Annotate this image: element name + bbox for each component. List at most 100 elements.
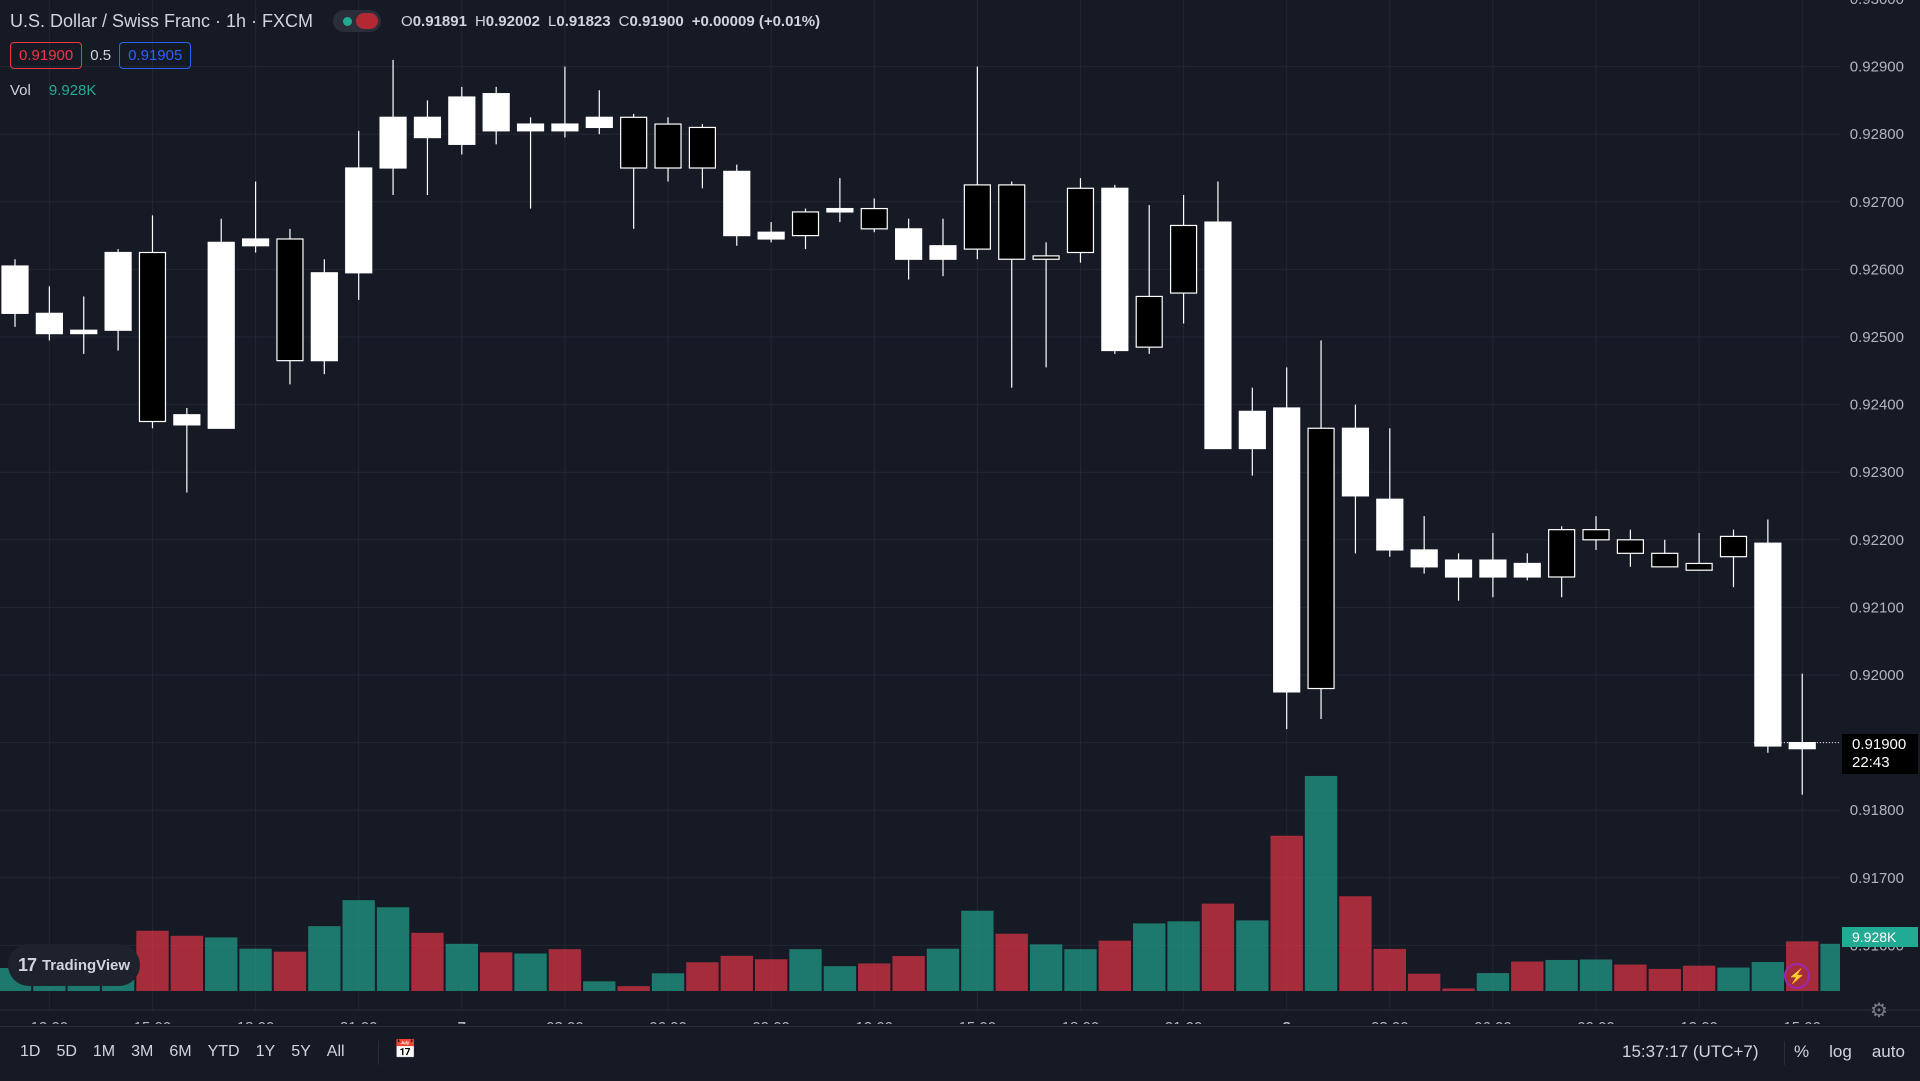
- symbol-title[interactable]: U.S. Dollar / Swiss Franc · 1h · FXCM: [10, 10, 314, 31]
- candle: [1719, 529, 1748, 588]
- volume-bar: [1270, 835, 1303, 991]
- volume-value: 9.928K: [48, 82, 97, 99]
- candle-body: [1135, 295, 1163, 348]
- volume-legend: Vol 9.928K: [10, 82, 96, 99]
- range-button-3m[interactable]: 3M: [131, 1043, 154, 1060]
- candle-body: [1788, 741, 1816, 750]
- candle-body: [551, 123, 579, 132]
- buy-button[interactable]: 0.91905: [119, 42, 192, 69]
- candle: [1135, 205, 1163, 354]
- tradingview-logo[interactable]: 17 TradingView: [8, 944, 140, 986]
- volume-bar: [651, 973, 685, 991]
- volume-bar: [1373, 948, 1406, 991]
- candle-body: [1582, 529, 1610, 541]
- volume-bar: [754, 959, 788, 991]
- clock-timezone[interactable]: 15:37:17 (UTC+7): [1622, 1042, 1759, 1061]
- candle: [551, 66, 579, 138]
- candle: [1479, 533, 1507, 598]
- last-price-label: 0.91900 22:43: [1842, 734, 1918, 774]
- candle-body: [688, 126, 717, 169]
- volume-bar: [1476, 973, 1510, 991]
- candle: [723, 164, 751, 246]
- volume-bar: [858, 963, 891, 991]
- range-button-5y[interactable]: 5Y: [291, 1043, 311, 1060]
- lightning-icon[interactable]: ⚡: [1784, 963, 1810, 989]
- candle-body: [1238, 410, 1266, 450]
- candle: [173, 407, 201, 493]
- candle: [1273, 367, 1301, 730]
- candle: [654, 117, 682, 182]
- time-tick-label: 09:00: [752, 1019, 790, 1024]
- volume-bar: [1167, 921, 1200, 991]
- time-tick-label: 15:00: [1783, 1019, 1821, 1024]
- candle-body: [310, 272, 338, 362]
- candle: [310, 259, 338, 375]
- price-tick-label: 0.93000: [1850, 0, 1904, 8]
- candle: [1066, 178, 1095, 263]
- volume-bar: [205, 937, 238, 991]
- candle: [895, 218, 923, 280]
- price-chart[interactable]: 0.916000.917000.918000.919000.920000.921…: [0, 0, 1920, 1024]
- bottom-toolbar: 1D 5D 1M 3M 6M YTD 1Y 5Y All 📅 15:37:17 …: [0, 1026, 1920, 1081]
- candle-body: [585, 116, 613, 129]
- candle: [35, 286, 63, 341]
- toolbar-divider: [1784, 1041, 1785, 1065]
- candle-body: [1032, 255, 1060, 260]
- candle: [1616, 529, 1644, 567]
- candle: [482, 86, 510, 145]
- candle: [1513, 553, 1541, 581]
- sell-button[interactable]: 0.91900: [10, 42, 83, 69]
- volume-price-badge: 9.928K: [1842, 927, 1918, 947]
- volume-bar: [1029, 944, 1063, 991]
- volume-bar: [1064, 949, 1097, 991]
- candle-body: [1307, 427, 1335, 690]
- volume-bar: [1407, 973, 1441, 991]
- candle-body: [1376, 498, 1404, 551]
- time-tick-label: 03:00: [546, 1019, 584, 1024]
- candle: [1582, 516, 1610, 550]
- candle-body: [1066, 187, 1095, 254]
- auto-scale-toggle[interactable]: auto: [1871, 1042, 1905, 1061]
- market-status-toggle[interactable]: [333, 10, 382, 32]
- candle: [826, 178, 854, 223]
- candle: [1169, 195, 1198, 324]
- range-button-6m[interactable]: 6M: [169, 1043, 192, 1060]
- log-scale-toggle[interactable]: log: [1829, 1042, 1852, 1061]
- candle-body: [1479, 559, 1507, 578]
- scale-options: % log auto: [1794, 1042, 1905, 1062]
- candle: [757, 222, 785, 243]
- range-button-ytd[interactable]: YTD: [207, 1043, 240, 1060]
- gear-icon[interactable]: ⚙: [1870, 1000, 1888, 1022]
- range-button-1m[interactable]: 1M: [92, 1043, 116, 1060]
- volume-bar: [789, 949, 822, 991]
- range-button-1d[interactable]: 1D: [20, 1043, 41, 1060]
- range-button-5d[interactable]: 5D: [56, 1043, 77, 1060]
- candle-body: [1341, 427, 1370, 497]
- toolbar-divider: [378, 1041, 379, 1065]
- price-tick-label: 0.92000: [1850, 667, 1904, 684]
- candle-body: [276, 238, 304, 362]
- candle: [963, 66, 991, 260]
- candle-body: [104, 251, 132, 331]
- range-button-1y[interactable]: 1Y: [255, 1043, 276, 1060]
- candle-body: [1204, 221, 1232, 450]
- candle-body: [207, 241, 235, 429]
- candle: [241, 181, 270, 253]
- percent-scale-toggle[interactable]: %: [1794, 1042, 1810, 1061]
- candle: [1032, 242, 1060, 368]
- range-button-all[interactable]: All: [326, 1043, 345, 1060]
- candle-body: [1616, 539, 1644, 554]
- market-open-icon: [343, 17, 353, 26]
- volume-bar: [1614, 964, 1647, 991]
- candle-body: [860, 207, 888, 230]
- time-tick-label: 03:00: [1371, 1019, 1409, 1024]
- volume-bar: [136, 930, 169, 991]
- volume-bar: [686, 962, 719, 991]
- candle-body: [1169, 224, 1198, 294]
- volume-bar: [1751, 962, 1785, 991]
- trade-panel: 0.91900 0.5 0.91905: [10, 42, 192, 69]
- high-value: 0.92002: [485, 12, 541, 30]
- price-axis-bg: [1840, 0, 1920, 1010]
- goto-date-icon[interactable]: 📅: [394, 1039, 417, 1059]
- volume-label[interactable]: Vol: [10, 82, 31, 99]
